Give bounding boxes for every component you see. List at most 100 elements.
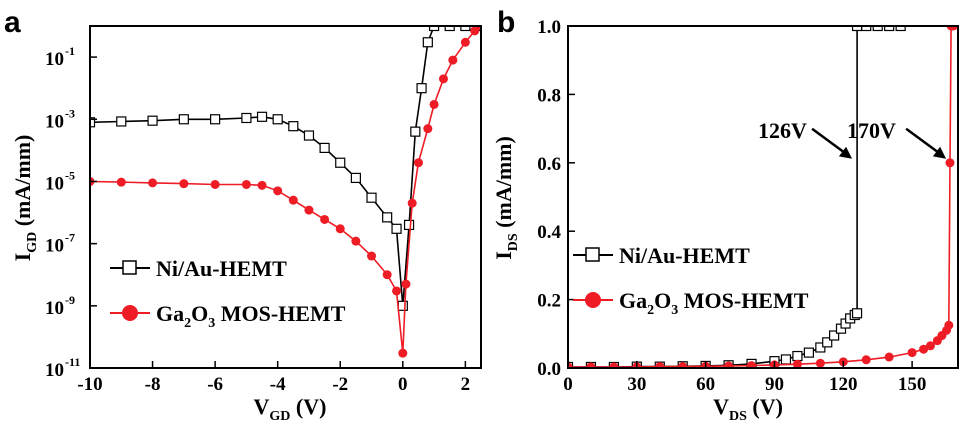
y-tick-label-exponent: -11 — [65, 355, 80, 369]
data-point-ni-au — [792, 350, 803, 362]
data-point-ni-au — [822, 337, 833, 348]
annotation-arrow-shaft — [811, 127, 847, 155]
data-point-ni-au — [895, 26, 906, 32]
data-point-ni-au — [116, 116, 127, 127]
data-point-ni-au — [884, 26, 895, 32]
data-point-ni-au — [780, 354, 792, 365]
data-point-ga2o3 — [288, 195, 298, 205]
data-point-ni-au — [256, 111, 268, 122]
data-point-ga2o3 — [401, 279, 411, 289]
data-point-ga2o3 — [907, 348, 917, 358]
annotation-170v: 170V — [847, 118, 896, 143]
x-tick-label: -2 — [332, 374, 348, 395]
plot-data-area — [568, 26, 958, 368]
data-point-ni-au — [241, 112, 252, 124]
data-point-ga2o3 — [148, 178, 158, 188]
legend-marker-filled-circle — [122, 305, 138, 321]
legend-marker-open-square — [122, 260, 137, 275]
legend-label-ga2o3-sub1: 2 — [184, 316, 191, 331]
legend-label-ga2o3-ga: Ga — [156, 301, 184, 326]
data-point-ga2o3 — [398, 348, 408, 358]
data-point-ni-au — [416, 83, 427, 94]
data-point-ga2o3 — [438, 74, 448, 84]
panel-b-x-axis-label-unit: (V) — [747, 394, 783, 419]
panel-b-ticks: 0 30 60 90 120 150 0.0 0.2 0.4 0.6 0.8 1.0 — [537, 17, 926, 395]
panel-b-x-axis-label: VDS (V) — [713, 394, 783, 424]
x-tick-label: -10 — [77, 374, 102, 395]
data-point-ga2o3 — [210, 179, 220, 189]
data-point-ga2o3 — [429, 99, 439, 109]
y-tick-label-exponent: -9 — [65, 293, 75, 307]
x-tick-label: -6 — [207, 374, 223, 395]
data-point-ni-au — [872, 26, 883, 32]
annotation-arrow-shaft — [905, 127, 941, 155]
data-point-ni-au — [410, 126, 421, 137]
y-tick-label-exponent: -7 — [65, 231, 75, 245]
legend-label-ga2o3-rest: MOS-HEMT — [215, 301, 345, 326]
plot-data-area — [90, 26, 481, 358]
legend-label-ga2o3: Ga2O3 MOS-HEMT — [619, 288, 809, 318]
data-point-ga2o3 — [335, 224, 345, 234]
x-tick-label: 2 — [461, 374, 471, 395]
data-point-ga2o3 — [925, 341, 935, 351]
data-point-ni-au — [391, 223, 402, 234]
legend-label-ga2o3-rest: MOS-HEMT — [678, 288, 808, 313]
panel-a-y-axis-label-unit: (mA/mm) — [10, 135, 35, 232]
panel-a-letter: a — [4, 6, 21, 39]
data-point-ga2o3 — [655, 362, 665, 368]
panel-b-letter: b — [497, 6, 515, 39]
y-tick-label: 0.8 — [537, 85, 561, 106]
data-point-ni-au — [428, 26, 440, 32]
y-tick-label: 0.4 — [537, 222, 561, 243]
data-point-ni-au — [303, 130, 315, 141]
data-point-ni-au — [335, 157, 346, 168]
legend-label-ni-au: Ni/Au-HEMT — [156, 256, 287, 281]
panel-b-y-axis-label-sub: DS — [506, 233, 521, 251]
x-tick-label: 0 — [398, 374, 408, 395]
data-point-ni-au — [178, 114, 189, 125]
data-point-ga2o3 — [586, 362, 596, 368]
data-point-ga2o3 — [423, 124, 433, 134]
data-point-ga2o3 — [678, 362, 688, 368]
annotation-arrow-head — [838, 146, 853, 159]
plot-frame — [89, 25, 482, 369]
data-point-ga2o3 — [351, 236, 361, 246]
data-point-ga2o3 — [116, 177, 126, 187]
data-point-ga2o3 — [392, 286, 402, 296]
data-point-ga2o3 — [460, 37, 470, 47]
panel-a-plot — [89, 25, 482, 369]
panel-a-x-axis-label-sub: GD — [269, 409, 290, 424]
data-point-ga2o3 — [945, 158, 955, 168]
panel-a-y-axis-label: IGD (mA/mm) — [10, 135, 40, 262]
data-point-ni-au — [147, 115, 158, 126]
panel-a-y-axis-label-main: I — [10, 253, 35, 262]
panel-a-legend: Ni/Au-HEMT Ga2O3 MOS-HEMT — [110, 256, 346, 331]
data-point-ni-au — [444, 26, 455, 32]
data-point-ga2o3 — [944, 320, 954, 330]
y-tick-label-exponent: -3 — [65, 106, 75, 120]
legend-label-ga2o3-sub2: 3 — [208, 316, 215, 331]
panel-b-legend: Ni/Au-HEMT Ga2O3 MOS-HEMT — [573, 243, 809, 318]
legend-label-ga2o3-o: O — [654, 288, 671, 313]
data-point-ga2o3 — [241, 179, 251, 189]
data-point-ga2o3 — [884, 352, 894, 362]
data-point-ni-au — [815, 342, 826, 353]
y-tick-label: 0.6 — [537, 154, 561, 175]
data-point-ni-au — [366, 192, 377, 203]
data-point-ni-au — [382, 212, 393, 223]
panel-a-x-axis-label: VGD (V) — [254, 394, 327, 424]
data-point-ga2o3 — [179, 179, 189, 189]
data-point-ni-au — [403, 219, 415, 231]
y-tick-label: 0.0 — [537, 359, 561, 380]
data-point-ga2o3 — [320, 214, 330, 224]
y-tick-label: 1.0 — [537, 17, 561, 38]
data-point-ga2o3 — [724, 361, 734, 368]
data-point-ga2o3 — [470, 26, 480, 36]
data-point-ga2o3 — [568, 362, 573, 368]
y-tick-label: 0.2 — [537, 291, 561, 312]
data-point-ni-au — [803, 347, 814, 358]
y-tick-label: 10 — [45, 298, 64, 319]
data-point-ga2o3 — [476, 26, 481, 31]
